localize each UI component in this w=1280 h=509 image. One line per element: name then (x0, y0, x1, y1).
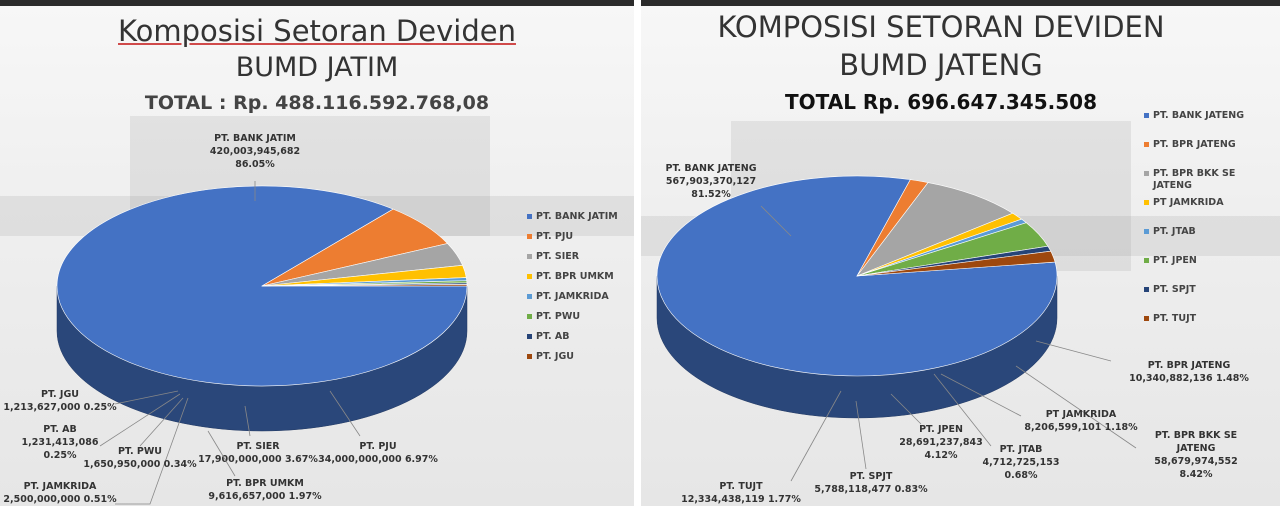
legend-swatch-pt-bpr-jateng (1144, 142, 1149, 147)
legend-swatch-pt-pwu (527, 314, 532, 319)
leader-line-pt-tujt (790, 390, 842, 482)
data-label-pt-jtab: PT. JTAB 4,712,725,153 0.68% (983, 444, 1060, 481)
legend-entry-pt-bank-jatim: PT. BANK JATIM (536, 211, 618, 222)
legend-entry-pt-jgu: PT. JGU (536, 351, 574, 362)
data-label-pt-bank-jatim: PT. BANK JATIM 420,003,945,682 86.05% (210, 133, 300, 170)
data-label-pt-jamkrida: PT JAMKRIDA 8,206,599,101 1.18% (1024, 409, 1138, 433)
data-label-pt-ab: PT. AB 1,231,413,086 0.25% (22, 424, 99, 461)
leader-line-pt-pwu (139, 397, 184, 447)
data-label-pt-jgu: PT. JGU 1,213,627,000 0.25% (3, 389, 117, 413)
chart-title-line1: Komposisi Setoran Deviden (118, 14, 516, 48)
legend: PT. BANK JATENG PT. BPR JATENG PT. BPR BKK… (1144, 110, 1244, 324)
chart-title-line2: BUMD JATIM (235, 52, 399, 83)
leader-line-pt-jgu (114, 390, 179, 405)
legend-swatch-pt-bank-jateng (1144, 113, 1149, 118)
legend-entry-pt-jamkrida: PT. JAMKRIDA (536, 291, 609, 302)
pie-tops (656, 175, 1058, 377)
chart-subtitle: TOTAL Rp. 696.647.345.508 (785, 90, 1097, 114)
leader-line-pt-jpen (890, 393, 922, 425)
legend-swatch-pt-jamkrida (527, 294, 532, 299)
data-label-pt-sier: PT. SIER 17,900,000,000 3.67% (198, 441, 318, 465)
legend-entry-pt-jtab: PT. JTAB (1153, 226, 1196, 237)
data-label-pt-pwu: PT. PWU 1,650,950,000 0.34% (83, 446, 197, 470)
data-label-pt-jpen: PT. JPEN 28,691,237,843 4.12% (899, 424, 983, 461)
data-label-pt-bpr-jateng: PT. BPR JATENG 10,340,882,136 1.48% (1129, 360, 1249, 384)
legend-entry-pt-bank-jateng: PT. BANK JATENG (1153, 110, 1244, 121)
legend-entry-pt-sier: PT. SIER (536, 251, 580, 262)
legend-swatch-pt-sier (527, 254, 532, 259)
pie-chart-jateng: PT. BANK JATENG 567,903,370,127 81.52% PT. … (656, 110, 1250, 505)
chart-title-line1: KOMPOSISI SETORAN DEVIDEN (717, 10, 1165, 44)
legend-swatch-pt-tujt (1144, 316, 1149, 321)
legend-swatch-pt-pju (527, 234, 532, 239)
legend-entry-pt-jpen: PT. JPEN (1153, 255, 1197, 266)
data-label-pt-tujt: PT. TUJT 12,334,438,119 1.77% (681, 481, 801, 505)
legend-entry-pt-pwu: PT. PWU (536, 311, 580, 322)
chart-panel-jateng: KOMPOSISI SETORAN DEVIDEN BUMD JATENG TO… (641, 6, 1280, 506)
leader-line-pt-bpr-umkm (207, 430, 236, 477)
pie-slice-pt-tujt (856, 250, 1056, 277)
leader-line-pt-jamkrida (940, 373, 1022, 417)
leader-line-pt-jtab (933, 373, 992, 447)
legend-entry-pt-ab: PT. AB (536, 331, 570, 342)
legend-entry-pt-spjt: PT. SPJT (1153, 284, 1196, 295)
leader-line-pt-bpr-bkk-se-jateng (1015, 365, 1137, 449)
data-labels: PT. BANK JATIM 420,003,945,682 86.05% PT. P… (3, 133, 438, 505)
leader-line-pt-spjt (855, 400, 867, 470)
pie-slice-pt-jgu (261, 284, 468, 287)
chart-panel-jatim: Komposisi Setoran Deviden BUMD JATIM TOT… (0, 6, 634, 506)
legend-entry-pt-jamkrida: PT JAMKRIDA (1153, 197, 1224, 208)
legend-entry-pt-tujt: PT. TUJT (1153, 313, 1197, 324)
legend-swatch-pt-bpr-bkk-se-jateng (1144, 171, 1149, 176)
legend-swatch-pt-jpen (1144, 258, 1149, 263)
legend-swatch-pt-ab (527, 334, 532, 339)
data-label-pt-jamkrida: PT. JAMKRIDA 2,500,000,000 0.51% (3, 481, 117, 505)
leader-line-pt-sier (244, 405, 251, 437)
legend: PT. BANK JATIM PT. PJU PT. SIER PT. BPR UMK… (527, 211, 618, 362)
leader-line-pt-ab (99, 393, 181, 447)
panel-divider (634, 0, 641, 509)
legend-swatch-pt-jgu (527, 354, 532, 359)
data-label-pt-bank-jateng: PT. BANK JATENG 567,903,370,127 81.52% (666, 163, 757, 200)
legend-swatch-pt-jtab (1144, 229, 1149, 234)
pie-slice-pt-bpr-bkk-se-jateng (856, 182, 1014, 277)
leader-line-pt-bank-jateng (760, 205, 792, 237)
legend-swatch-pt-bank-jatim (527, 214, 532, 219)
legend-entry-pt-bpr-umkm: PT. BPR UMKM (536, 271, 614, 282)
legend-swatch-pt-jamkrida (1144, 200, 1149, 205)
data-label-pt-spjt: PT. SPJT 5,788,118,477 0.83% (814, 471, 928, 495)
legend-entry-pt-bpr-bkk-se-jateng: PT. BPR BKK SE JATENG (1152, 168, 1235, 191)
legend-entry-pt-pju: PT. PJU (536, 231, 573, 242)
pie-chart-jatim: PT. BANK JATIM 420,003,945,682 86.05% PT. P… (3, 133, 618, 505)
leader-line-pt-jamkrida (115, 397, 189, 505)
legend-entry-pt-bpr-jateng: PT. BPR JATENG (1153, 139, 1236, 150)
leader-line-pt-bpr-jateng (1035, 340, 1112, 362)
data-label-pt-pju: PT. PJU 34,000,000,000 6.97% (318, 441, 438, 465)
legend-swatch-pt-spjt (1144, 287, 1149, 292)
pie-tops (56, 185, 468, 387)
legend-swatch-pt-bpr-umkm (527, 274, 532, 279)
data-label-pt-bpr-bkk-se-jateng: PT. BPR BKK SE JATENG 58,679,974,552 8.42% (1154, 430, 1238, 480)
chart-subtitle: TOTAL : Rp. 488.116.592.768,08 (144, 92, 490, 114)
data-label-pt-bpr-umkm: PT. BPR UMKM 9,616,657,000 1.97% (208, 478, 322, 502)
data-labels: PT. BANK JATENG 567,903,370,127 81.52% PT. … (666, 163, 1250, 505)
chart-title-line2: BUMD JATENG (839, 48, 1043, 82)
leader-line-pt-pju (329, 390, 361, 437)
